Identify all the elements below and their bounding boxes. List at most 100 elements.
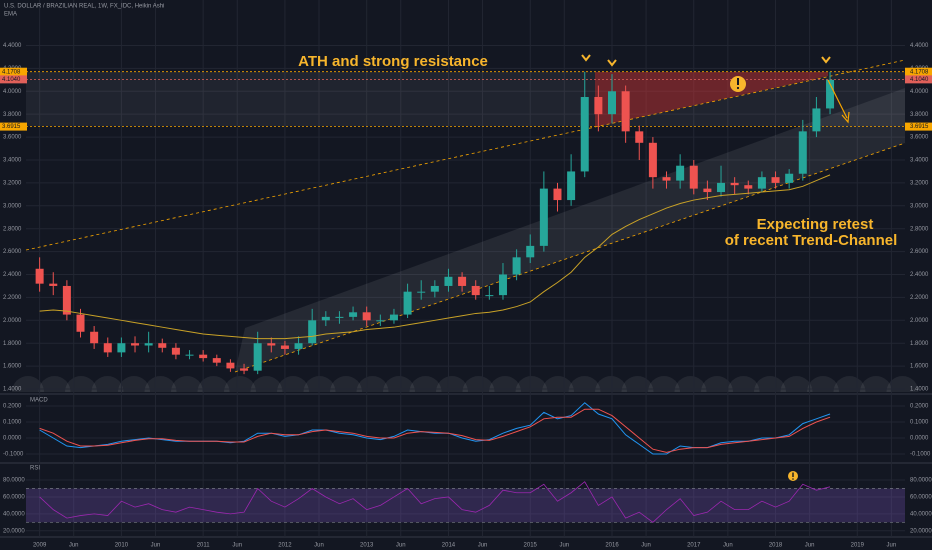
x-tick-label: 2019 xyxy=(851,543,865,549)
y-tick-label: 2.2000 xyxy=(3,295,22,301)
candle-body xyxy=(458,276,467,286)
seasonal-shade xyxy=(595,376,627,392)
x-tick-label: 2012 xyxy=(278,543,292,549)
x-tick-label: 2017 xyxy=(687,543,701,549)
candle-body xyxy=(212,358,221,363)
y-tick-label: 60.0000 xyxy=(910,495,932,501)
y-tick-label: 0.2000 xyxy=(910,404,929,410)
y-tick-label: 3.4000 xyxy=(3,158,22,164)
price-label-bg xyxy=(905,122,932,131)
seasonal-shade xyxy=(171,376,203,392)
price-label: 4.1040 xyxy=(910,77,929,83)
candle-body xyxy=(471,285,480,296)
candle-body xyxy=(389,314,398,321)
seasonal-shade xyxy=(648,376,680,392)
seasonal-shade xyxy=(674,376,707,392)
candle-body xyxy=(485,295,494,297)
x-tick-label: 2018 xyxy=(769,543,783,549)
red-zone xyxy=(595,72,828,127)
candle-body xyxy=(103,343,112,353)
x-tick-label: 2010 xyxy=(115,543,129,549)
pane-title: MACD xyxy=(30,398,48,404)
y-tick-label: 3.2000 xyxy=(3,180,22,186)
price-label-bg xyxy=(905,75,932,84)
x-tick-label: Jun xyxy=(641,543,651,549)
x-tick-label: 2009 xyxy=(33,543,47,549)
arrow-head xyxy=(841,111,850,124)
candle-body xyxy=(131,343,140,346)
price-label-bg xyxy=(905,67,932,76)
price-label: 3.6915 xyxy=(2,124,21,130)
candle-body xyxy=(539,188,548,246)
candle-body xyxy=(90,331,99,344)
x-tick-label: 2011 xyxy=(197,543,211,549)
y-tick-label: 2.2000 xyxy=(910,295,929,301)
candle-body xyxy=(417,291,426,293)
candle-body xyxy=(662,177,671,181)
icons xyxy=(581,54,850,481)
candle-body xyxy=(717,182,726,193)
y-tick-label: 3.8000 xyxy=(3,112,22,118)
x-tick-label: Jun xyxy=(559,543,569,549)
candle-body xyxy=(648,142,657,178)
x-tick-label: Jun xyxy=(396,543,406,549)
candle-body xyxy=(730,182,739,186)
seasonal-shade xyxy=(330,376,362,392)
y-tick-label: 3.8000 xyxy=(910,112,929,118)
y-tick-label: 0.0000 xyxy=(3,436,22,442)
seasonal-shade xyxy=(118,376,150,392)
y-tick-label: 3.6000 xyxy=(3,135,22,141)
candle-body xyxy=(785,173,794,183)
candle-body xyxy=(308,320,317,344)
seasonal-shade xyxy=(144,376,177,392)
y-tick-label: 2.4000 xyxy=(3,272,22,278)
y-tick-label: 1.6000 xyxy=(3,364,22,370)
candle-body xyxy=(35,268,44,284)
candle-body xyxy=(349,312,358,317)
candle-body xyxy=(512,257,521,275)
candle-body xyxy=(403,291,412,315)
y-tick-label: 2.8000 xyxy=(910,226,929,232)
candle-body xyxy=(362,312,371,321)
price-label-bg xyxy=(0,122,27,131)
y-tick-label: -0.1000 xyxy=(910,452,931,458)
y-tick-label: 3.2000 xyxy=(910,180,929,186)
x-tick-label: Jun xyxy=(151,543,161,549)
candle-body xyxy=(335,316,344,318)
macd-line xyxy=(39,408,831,453)
price-label-bg xyxy=(0,67,27,76)
candle-body xyxy=(757,177,766,189)
candle-body xyxy=(321,316,330,321)
y-tick-label: 0.0000 xyxy=(910,436,929,442)
indicator-label: EMA xyxy=(4,12,17,18)
seasonal-shade xyxy=(886,376,919,392)
y-tick-label: 1.4000 xyxy=(3,387,22,393)
y-tick-label: 1.6000 xyxy=(910,364,929,370)
candle-body xyxy=(621,91,630,132)
y-tick-label: -0.1000 xyxy=(3,452,24,458)
seasonal-shade xyxy=(860,376,892,392)
alert-icon-bar xyxy=(792,472,794,477)
candle-body xyxy=(444,276,453,286)
marks-layer xyxy=(26,71,905,523)
seasonal-shade xyxy=(197,376,230,392)
seasonal-shade xyxy=(224,376,256,392)
candle-body xyxy=(199,354,208,359)
candle-body xyxy=(703,188,712,193)
seasonal-shade xyxy=(65,376,97,392)
x-tick-label: Jun xyxy=(723,543,733,549)
seasonal-shade xyxy=(807,376,839,392)
candle-body xyxy=(62,285,71,315)
seasonal-shade xyxy=(12,376,44,392)
x-tick-label: 2013 xyxy=(360,543,374,549)
grid-layer xyxy=(0,0,932,538)
x-tick-label: Jun xyxy=(478,543,488,549)
candle-body xyxy=(76,314,85,332)
candle-body xyxy=(771,177,780,183)
candle-body xyxy=(812,108,821,132)
price-label: 4.1708 xyxy=(2,69,21,75)
x-tick-label: 2015 xyxy=(524,543,538,549)
candle-body xyxy=(567,171,576,201)
chevron xyxy=(581,54,591,62)
seasonal-shade xyxy=(568,376,601,392)
